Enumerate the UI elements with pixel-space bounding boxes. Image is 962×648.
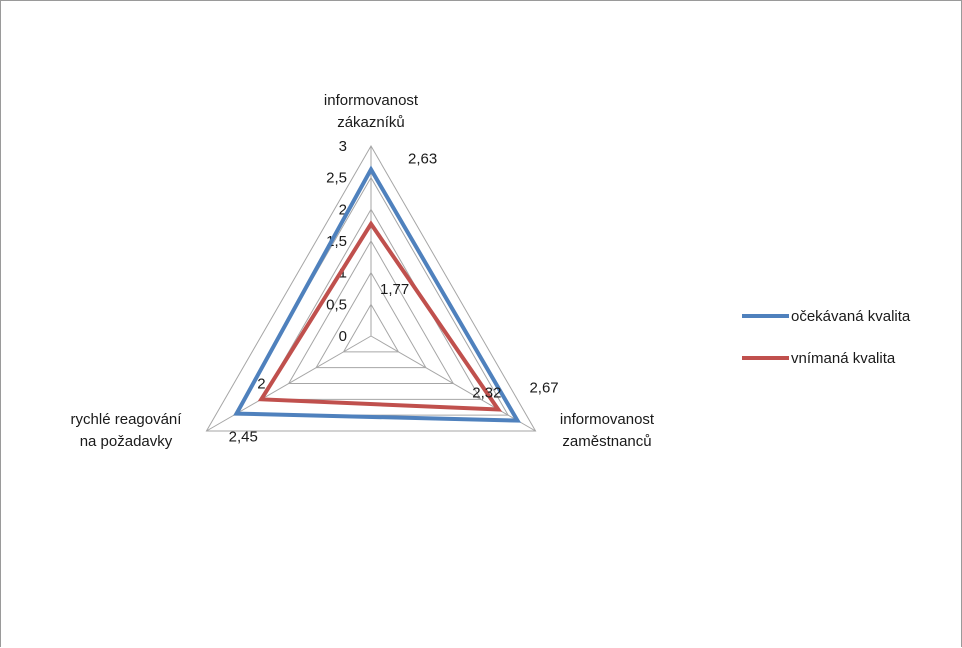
- data-label: 2,45: [229, 429, 258, 446]
- grid-ring: [287, 239, 455, 384]
- category-labels: informovanost zákazníků informovanost zaměs…: [71, 92, 655, 450]
- data-label: 1,77: [380, 281, 409, 298]
- tick-label: 3: [339, 138, 347, 155]
- series-line-0: [233, 165, 521, 423]
- data-label: 2,63: [408, 150, 437, 167]
- series-line-1: [257, 220, 503, 412]
- data-label: 2: [257, 375, 265, 392]
- tick-label: 2: [339, 201, 347, 218]
- tick-label: 0: [339, 328, 347, 345]
- legend: očekávaná kvalita vnímaná kvalita: [742, 308, 911, 367]
- radar-series: [233, 165, 521, 423]
- category-label: zaměstnanců: [562, 433, 651, 450]
- legend-label: vnímaná kvalita: [791, 350, 896, 367]
- grid-ring: [342, 303, 400, 353]
- legend-label: očekávaná kvalita: [791, 308, 911, 325]
- data-label: 2,32: [472, 384, 501, 401]
- category-label: informovanost: [560, 411, 655, 428]
- data-label: 2,67: [529, 380, 558, 397]
- tick-label: 1: [339, 265, 347, 282]
- tick-label: 2,5: [326, 170, 347, 187]
- tick-label: 1,5: [326, 233, 347, 250]
- tick-label: 0,5: [326, 296, 347, 313]
- category-label: informovanost: [324, 92, 419, 109]
- data-labels: 2,63 2,67 2,45 1,77 2,32 2: [229, 150, 559, 445]
- grid-ring: [205, 144, 537, 432]
- category-label: rychlé reagování: [71, 411, 183, 428]
- category-label: zákazníků: [337, 114, 405, 131]
- category-label: na požadavky: [80, 433, 173, 450]
- radar-tick-labels: 0 0,5 1 1,5 2 2,5 3: [326, 138, 347, 345]
- grid-ring: [315, 271, 427, 369]
- grid-spoke: [370, 335, 536, 432]
